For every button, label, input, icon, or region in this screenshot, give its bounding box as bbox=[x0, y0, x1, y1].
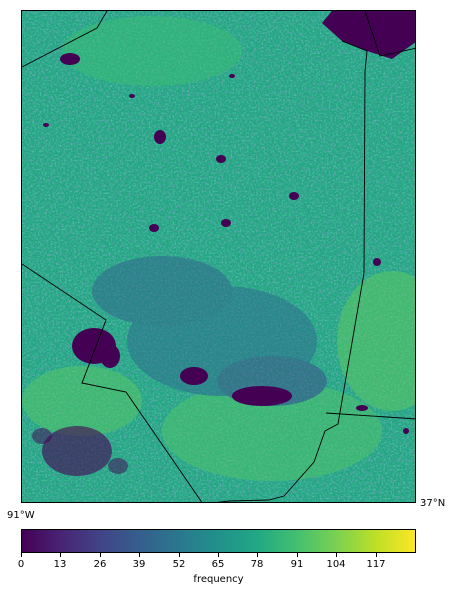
colorbar-tick-label: 91 bbox=[290, 559, 304, 570]
colorbar-tick bbox=[139, 553, 140, 557]
colorbar-tick-label: 0 bbox=[17, 559, 25, 570]
colorbar-tick bbox=[297, 553, 298, 557]
colorbar-tick-label: 65 bbox=[211, 559, 225, 570]
colorbar-tick-label: 52 bbox=[172, 559, 186, 570]
latitude-label: 37°N bbox=[420, 498, 446, 509]
colorbar-ticks: 0 13 26 39 52 65 78 91 104 117 bbox=[17, 553, 416, 573]
colorbar-gradient bbox=[22, 530, 415, 552]
colorbar-tick bbox=[218, 553, 219, 557]
colorbar-tick bbox=[336, 553, 337, 557]
colorbar-label: frequency bbox=[193, 574, 244, 585]
low-frequency-patches bbox=[32, 11, 415, 476]
colorbar-tick bbox=[376, 553, 377, 557]
frequency-raster-map bbox=[22, 11, 415, 502]
colorbar-tick-label: 104 bbox=[326, 559, 346, 570]
colorbar-tick-label: 117 bbox=[366, 559, 386, 570]
colorbar bbox=[21, 529, 416, 553]
colorbar-tick bbox=[257, 553, 258, 557]
colorbar-tick-label: 26 bbox=[93, 559, 107, 570]
colorbar-tick-label: 78 bbox=[250, 559, 264, 570]
colorbar-tick bbox=[21, 553, 22, 557]
longitude-label: 91°W bbox=[7, 510, 35, 521]
boundary-lines bbox=[22, 11, 415, 502]
colorbar-tick-label: 13 bbox=[53, 559, 67, 570]
map-panel bbox=[21, 10, 416, 503]
colorbar-tick bbox=[100, 553, 101, 557]
colorbar-tick bbox=[179, 553, 180, 557]
raster-regions bbox=[22, 16, 415, 481]
colorbar-tick bbox=[60, 553, 61, 557]
colorbar-tick-label: 39 bbox=[132, 559, 146, 570]
